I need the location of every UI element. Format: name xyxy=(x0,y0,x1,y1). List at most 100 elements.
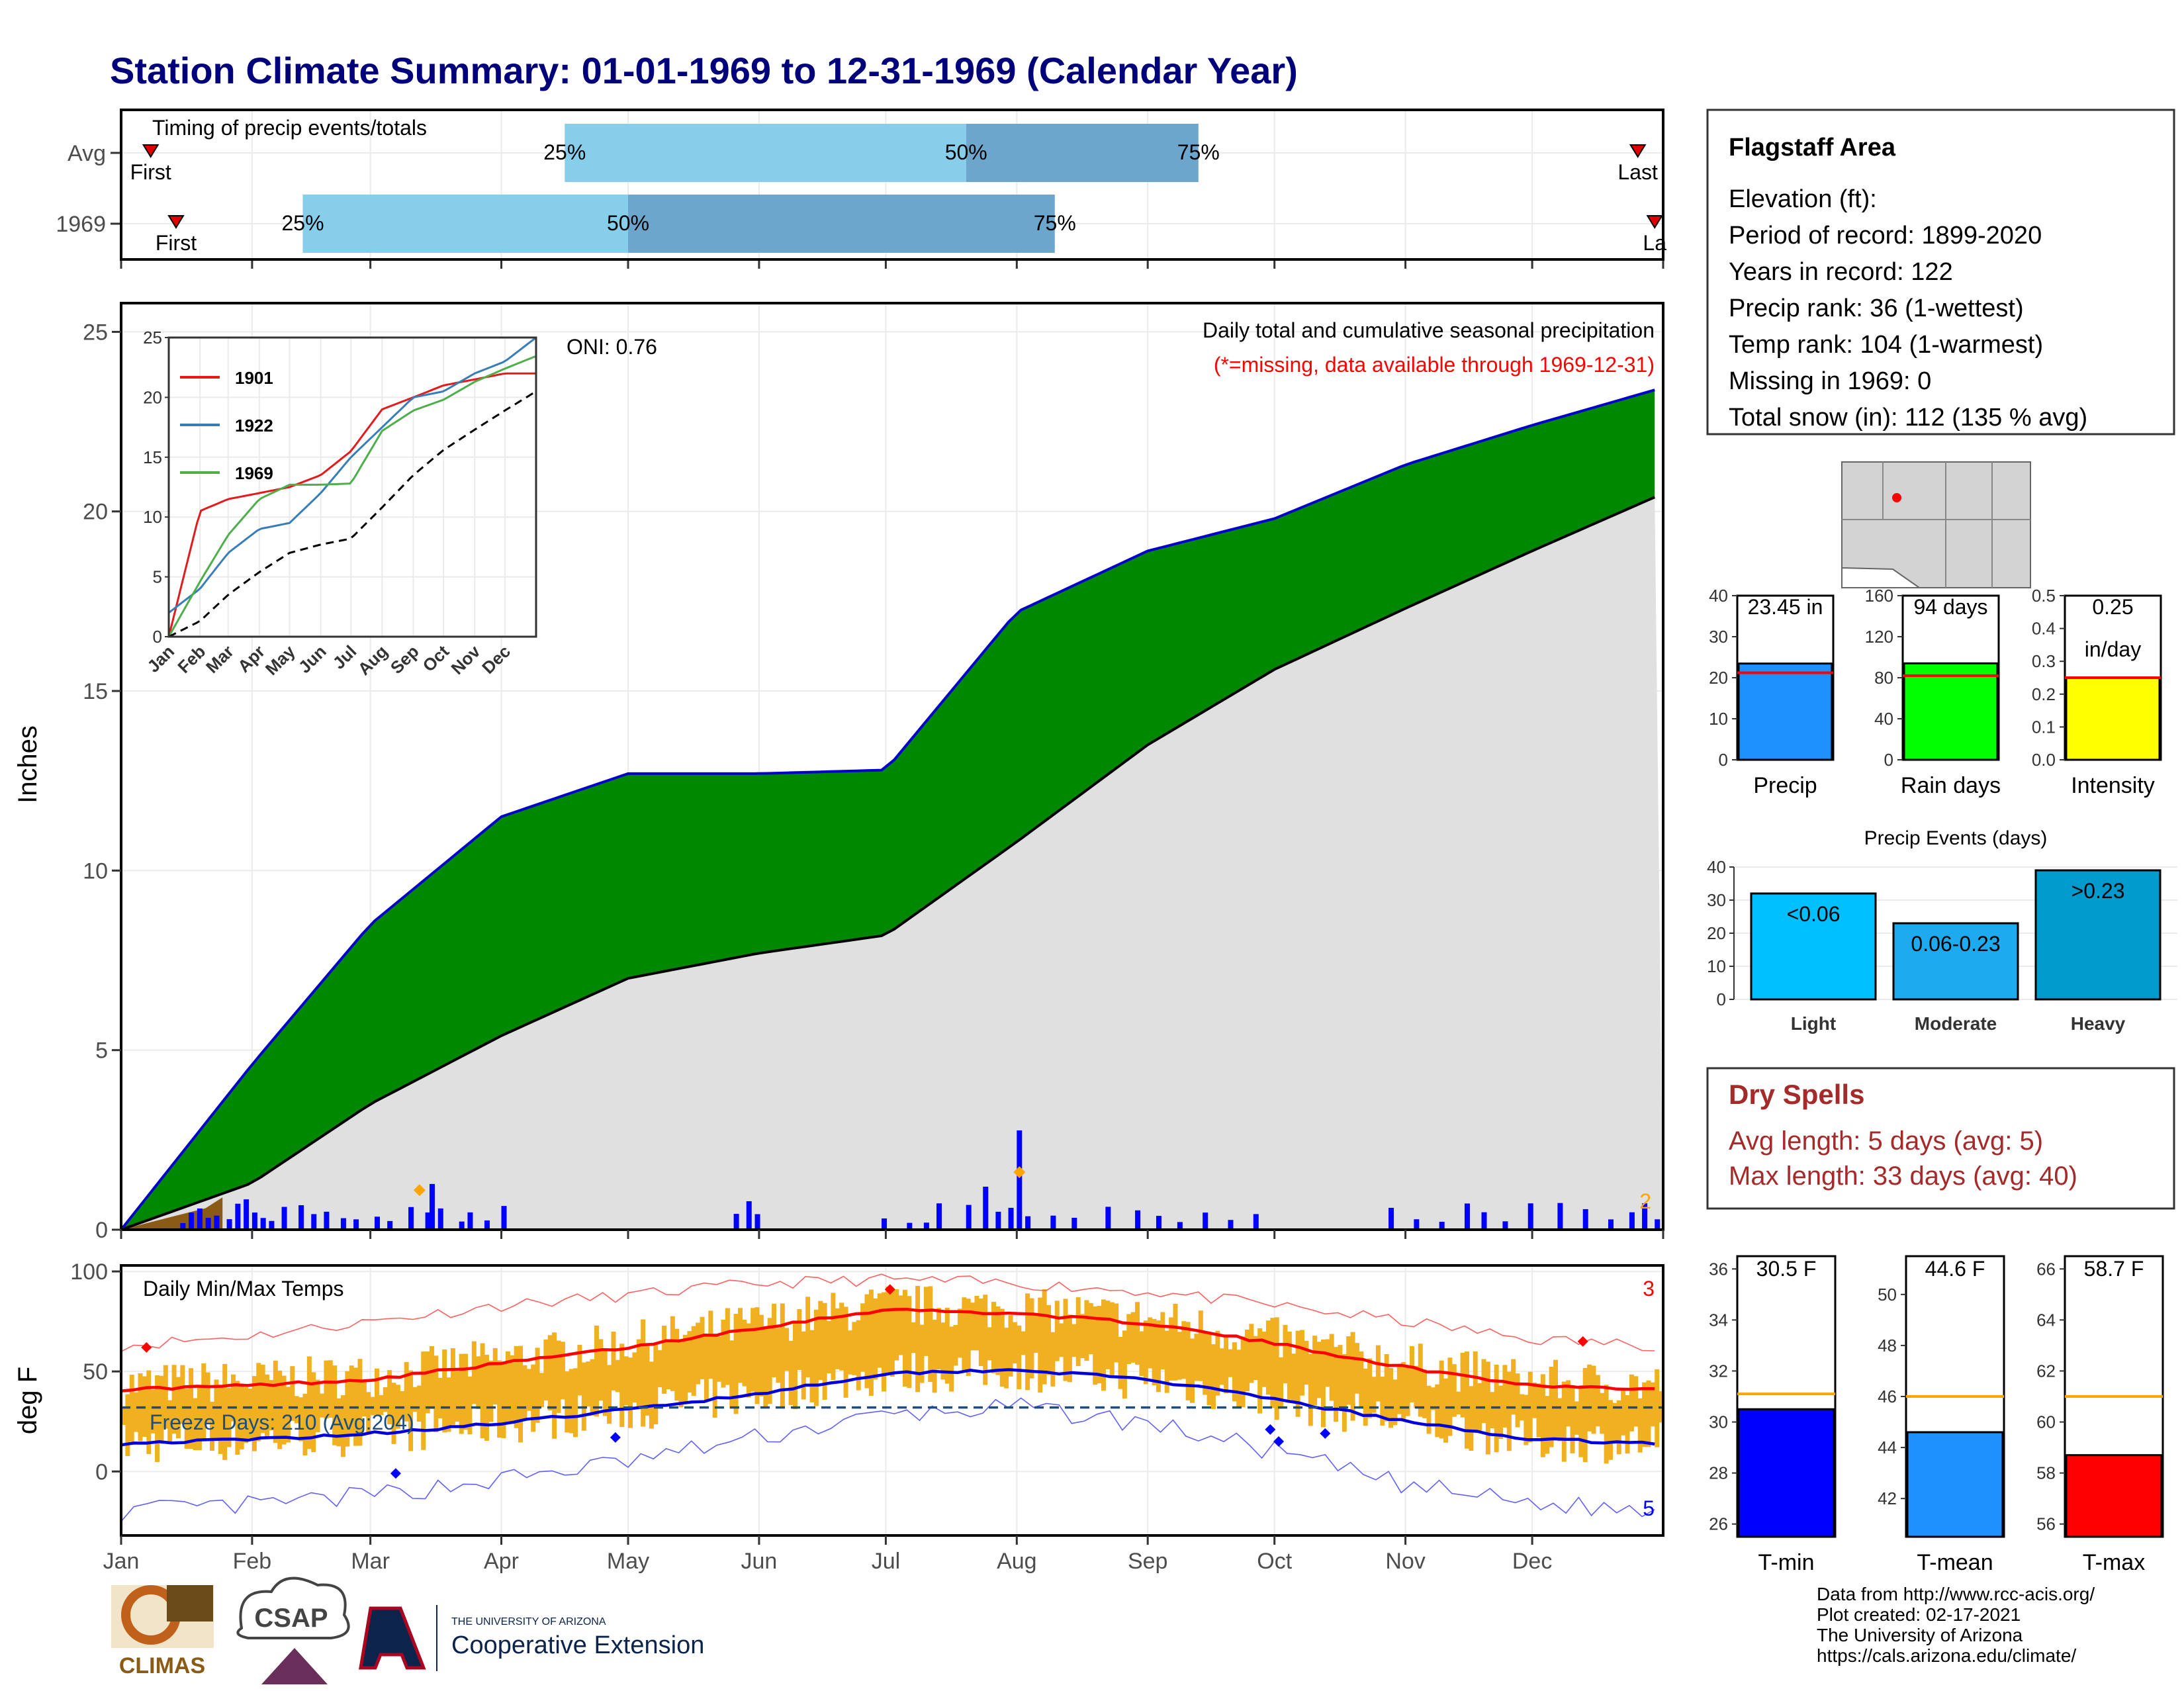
daily-temp-bar xyxy=(742,1319,747,1387)
daily-temp-bar xyxy=(1502,1365,1508,1428)
daily-temp-bar xyxy=(628,1357,633,1428)
daily-precip-bar xyxy=(235,1203,241,1230)
inset-panel: 0510152025JanFebMarAprMayJunJulAugSepOct… xyxy=(143,328,537,679)
dry-spells-panel: Dry Spells Avg length: 5 days (avg: 5) Max… xyxy=(1706,1067,2175,1210)
daily-precip-bar xyxy=(387,1220,393,1230)
daily-precip-bar xyxy=(1135,1210,1141,1230)
daily-temp-bar xyxy=(1363,1368,1368,1426)
summary-tick-label: 0 xyxy=(1884,750,1893,770)
daily-temp-bar xyxy=(1194,1334,1199,1381)
daily-temp-bar xyxy=(560,1342,565,1400)
daily-temp-bar xyxy=(1481,1359,1486,1424)
daily-temp-bar xyxy=(251,1376,257,1451)
daily-precip-bar xyxy=(1203,1212,1208,1230)
daily-temp-bar xyxy=(1075,1297,1081,1367)
month-label: Jul xyxy=(872,1549,900,1574)
daily-temp-bar xyxy=(1224,1335,1229,1394)
daily-temp-bar xyxy=(1152,1318,1157,1386)
daily-temp-bar xyxy=(944,1307,950,1384)
daily-temp-bar xyxy=(936,1308,942,1369)
daily-precip-bar xyxy=(430,1183,435,1230)
temp-bar-label: T-min xyxy=(1758,1550,1815,1575)
daily-temp-bar xyxy=(446,1377,451,1432)
daily-temp-bar xyxy=(273,1360,278,1443)
daily-temp-bar xyxy=(1295,1330,1300,1417)
station-name: Flagstaff Area xyxy=(1729,134,1896,161)
daily-temp-bar xyxy=(860,1303,866,1372)
daily-temp-bar xyxy=(725,1308,730,1385)
daily-temp-bar xyxy=(1342,1353,1347,1432)
daily-temp-bar xyxy=(1021,1331,1026,1355)
daily-temp-bar xyxy=(421,1351,426,1450)
record-precip-marker xyxy=(413,1184,426,1197)
daily-temp-bar xyxy=(999,1308,1005,1387)
daily-temp-bar xyxy=(1435,1384,1440,1438)
logos: CLIMAS CSAP THE UNIVERSITY OF ARIZONA Coope… xyxy=(111,1577,704,1684)
daily-temp-bar xyxy=(1274,1317,1279,1420)
location-map xyxy=(1841,461,2031,588)
daily-temp-bar xyxy=(1460,1352,1465,1418)
daily-temp-bar xyxy=(1287,1331,1292,1400)
daily-temp-bar xyxy=(1177,1332,1182,1380)
daily-temp-bar xyxy=(121,1406,126,1426)
daily-precip-bar xyxy=(375,1216,381,1230)
summary-value-unit: in/day xyxy=(2085,637,2141,661)
daily-temp-bar xyxy=(1612,1402,1617,1441)
daily-precip-bar xyxy=(467,1212,473,1230)
daily-precip-bar xyxy=(754,1214,760,1230)
daily-temp-bar xyxy=(1608,1400,1613,1460)
temp-summary-bar xyxy=(1906,1431,2004,1538)
month-label: Nov xyxy=(1385,1549,1425,1574)
daily-precip-bar xyxy=(1629,1212,1635,1230)
inset-frame xyxy=(167,336,537,638)
daily-temp-bar xyxy=(1097,1306,1102,1384)
daily-temp-bar xyxy=(847,1330,852,1375)
events-bar-label: >0.23 xyxy=(2071,879,2125,903)
daily-temp-bar xyxy=(1325,1339,1330,1387)
daily-precip-bar xyxy=(197,1208,203,1230)
daily-temp-bar xyxy=(476,1356,481,1409)
info-line: Missing in 1969: 0 xyxy=(1729,367,1931,395)
daily-temp-bar xyxy=(1304,1340,1309,1385)
daily-precip-bar xyxy=(408,1207,414,1230)
daily-temp-bar xyxy=(408,1370,414,1451)
record-high-marker xyxy=(1577,1336,1588,1347)
daily-temp-bar xyxy=(1046,1304,1051,1375)
daily-temp-bar xyxy=(146,1370,152,1454)
daily-precip-bar xyxy=(1177,1222,1183,1230)
daily-temp-bar xyxy=(645,1344,650,1416)
daily-temp-bar xyxy=(294,1396,299,1424)
daily-temp-bar xyxy=(510,1355,515,1422)
daily-temp-bar xyxy=(1245,1330,1250,1392)
daily-temp-bar xyxy=(751,1308,756,1392)
info-line: Years in record: 122 xyxy=(1729,258,1953,286)
daily-precip-bar xyxy=(425,1212,431,1230)
daily-temp-bar xyxy=(902,1289,907,1387)
daily-temp-bar xyxy=(696,1322,701,1385)
daily-temp-bar xyxy=(877,1293,882,1368)
daily-temp-bar xyxy=(383,1387,388,1412)
daily-temp-bar xyxy=(746,1323,751,1398)
daily-temp-bar xyxy=(357,1359,363,1446)
ua-logo-small-text: THE UNIVERSITY OF ARIZONA xyxy=(451,1616,606,1627)
csap-mountain xyxy=(261,1648,328,1684)
summary-tick-label: 0.2 xyxy=(2032,684,2056,704)
daily-temp-bar xyxy=(1553,1359,1559,1439)
daily-temp-bar xyxy=(488,1360,494,1422)
daily-temp-bar xyxy=(1515,1373,1520,1428)
daily-temp-bar xyxy=(134,1392,139,1432)
inset-line-1901 xyxy=(167,372,535,637)
timing-bar-early xyxy=(302,195,629,253)
temp-summary-bar xyxy=(1737,1408,1835,1538)
daily-temp-bar xyxy=(311,1372,316,1453)
record-high-count: 3 xyxy=(1643,1277,1655,1301)
daily-temp-bar xyxy=(1451,1364,1457,1417)
daily-precip-bar xyxy=(936,1203,942,1230)
daily-temp-bar xyxy=(978,1299,983,1367)
daily-temp-bar xyxy=(235,1381,240,1455)
record-low-marker xyxy=(610,1432,621,1443)
daily-temp-bar xyxy=(522,1365,527,1420)
daily-temp-bar xyxy=(260,1364,265,1434)
events-title: Precip Events (days) xyxy=(1864,827,2048,849)
daily-precip-bar xyxy=(1071,1217,1077,1230)
